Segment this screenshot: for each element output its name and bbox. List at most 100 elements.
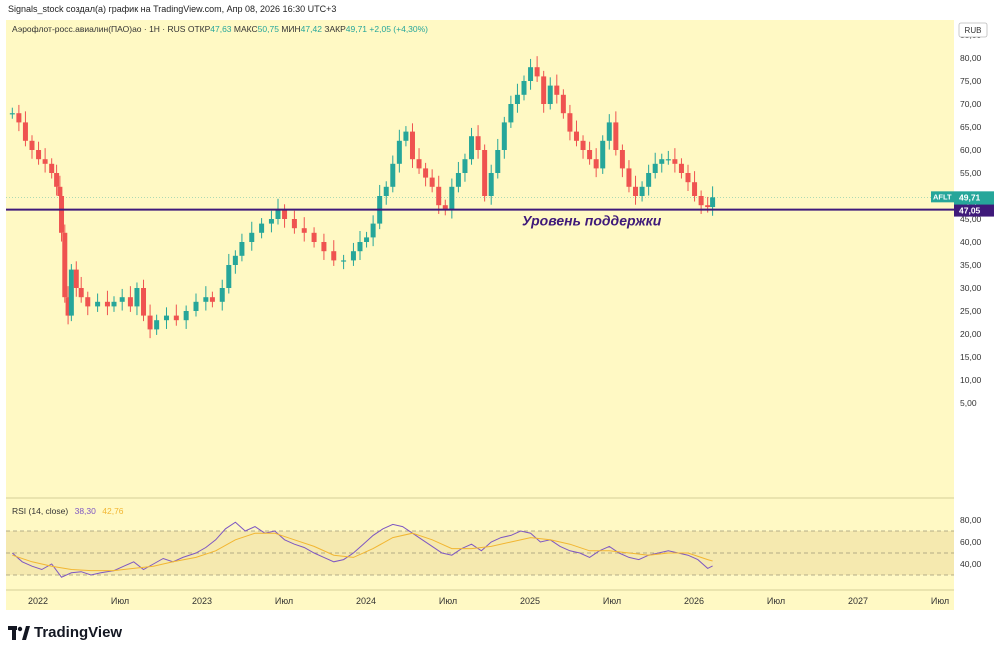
price-tick-label: 5,00 bbox=[960, 398, 977, 408]
candle bbox=[350, 251, 356, 261]
candle bbox=[560, 94, 566, 114]
ticker-tag bbox=[931, 191, 954, 203]
candle bbox=[36, 150, 42, 160]
tradingview-logo[interactable]: TradingView bbox=[8, 624, 122, 641]
candle bbox=[104, 301, 110, 307]
candle bbox=[183, 311, 189, 321]
candle bbox=[462, 159, 468, 173]
candle bbox=[665, 159, 671, 161]
candle bbox=[232, 255, 238, 265]
candle bbox=[482, 150, 488, 196]
candle bbox=[692, 182, 698, 196]
open-label: ОТКР bbox=[187, 24, 211, 34]
rsi-value: 38,30 bbox=[74, 506, 96, 516]
candle bbox=[396, 140, 402, 164]
candle bbox=[57, 186, 63, 196]
candle bbox=[68, 269, 74, 316]
price-tick-label: 55,00 bbox=[960, 168, 982, 178]
rsi-ma-line bbox=[12, 532, 713, 572]
candle bbox=[85, 297, 91, 307]
support-label: Уровень поддержки bbox=[522, 213, 662, 229]
chart-credit: Signals_stock создал(а) график на Tradin… bbox=[8, 4, 337, 14]
change-value: +2,05 (+4,30%) bbox=[369, 24, 429, 34]
candle bbox=[547, 85, 553, 104]
rsi-tick-label: 40,00 bbox=[960, 559, 982, 569]
candle bbox=[127, 297, 133, 307]
high-label: МАКС bbox=[233, 24, 258, 34]
candle bbox=[209, 297, 215, 302]
candle bbox=[275, 209, 281, 219]
x-tick-label: Июл bbox=[439, 596, 457, 606]
candle bbox=[678, 163, 684, 173]
price-chart[interactable]: Уровень поддержки 2022 Июл 2023 Июл 2024 Июл 20… bbox=[6, 20, 954, 610]
price-tick-label: 60,00 bbox=[960, 145, 982, 155]
close-value: 49,71 bbox=[345, 24, 368, 34]
candle bbox=[403, 131, 409, 141]
candle bbox=[436, 186, 442, 206]
x-tick-label: 2025 bbox=[520, 596, 540, 606]
candle bbox=[449, 186, 455, 210]
candle bbox=[42, 159, 48, 164]
candle bbox=[49, 163, 55, 173]
rsi-tick-label: 60,00 bbox=[960, 537, 982, 547]
candle bbox=[613, 122, 619, 150]
candle bbox=[573, 131, 579, 141]
support-tag-value: 47,05 bbox=[959, 206, 981, 216]
rsi-tick-label: 80,00 bbox=[960, 515, 982, 525]
rsi-title: RSI (14, close) bbox=[12, 506, 69, 516]
candle bbox=[370, 223, 376, 238]
price-tick-label: 20,00 bbox=[960, 329, 982, 339]
x-tick-label: 2022 bbox=[28, 596, 48, 606]
candle bbox=[698, 196, 704, 206]
x-tick-label: Июл bbox=[603, 596, 621, 606]
symbol-legend: Аэрофлот-росс.авиалин(ПАО)ао · 1Н · RUS … bbox=[12, 24, 428, 34]
x-tick-label: Июл bbox=[931, 596, 949, 606]
candle bbox=[514, 94, 520, 104]
high-value: 50,75 bbox=[257, 24, 279, 34]
candle bbox=[357, 242, 363, 252]
candle bbox=[239, 242, 245, 256]
candle bbox=[619, 150, 625, 169]
candle bbox=[587, 150, 593, 160]
candle bbox=[639, 186, 645, 196]
candle bbox=[580, 140, 586, 150]
low-label: МИН bbox=[281, 24, 301, 34]
candle bbox=[364, 237, 370, 242]
price-axis-svg: 95,0090,0085,0080,0075,0070,0065,0060,00… bbox=[954, 22, 994, 569]
candle bbox=[600, 140, 606, 169]
candle bbox=[409, 131, 415, 160]
chart-panel[interactable]: Уровень поддержки 2022 Июл 2023 Июл 2024 Июл 20… bbox=[6, 20, 954, 610]
candle bbox=[16, 113, 22, 123]
candle bbox=[282, 209, 288, 219]
candle bbox=[134, 288, 140, 307]
candle bbox=[633, 186, 639, 196]
candle bbox=[301, 228, 307, 233]
candle bbox=[710, 197, 716, 208]
candle bbox=[119, 297, 125, 302]
price-tick-label: 30,00 bbox=[960, 283, 982, 293]
candle bbox=[626, 168, 632, 187]
candle bbox=[341, 260, 347, 262]
candle bbox=[390, 163, 396, 187]
last-price-value: 49,71 bbox=[959, 192, 981, 202]
candle bbox=[705, 205, 711, 208]
x-tick-label: 2026 bbox=[684, 596, 704, 606]
rsi-band bbox=[6, 531, 954, 575]
candle bbox=[22, 122, 28, 141]
price-axis[interactable]: 95,0090,0085,0080,0075,0070,0065,0060,00… bbox=[954, 20, 994, 610]
low-value: 47,42 bbox=[300, 24, 322, 34]
price-tick-label: 25,00 bbox=[960, 306, 982, 316]
price-tick-label: 35,00 bbox=[960, 260, 982, 270]
support-tag bbox=[954, 204, 994, 217]
candle bbox=[508, 104, 514, 123]
x-tick-label: 2027 bbox=[848, 596, 868, 606]
candle bbox=[659, 159, 665, 164]
candle bbox=[291, 219, 297, 229]
price-tick-label: 75,00 bbox=[960, 76, 982, 86]
candle bbox=[259, 223, 265, 233]
tradingview-logo-icon bbox=[8, 625, 30, 640]
candle bbox=[528, 67, 534, 81]
x-tick-label: 2023 bbox=[192, 596, 212, 606]
candle bbox=[429, 177, 435, 187]
rsi-line bbox=[11, 521, 713, 578]
